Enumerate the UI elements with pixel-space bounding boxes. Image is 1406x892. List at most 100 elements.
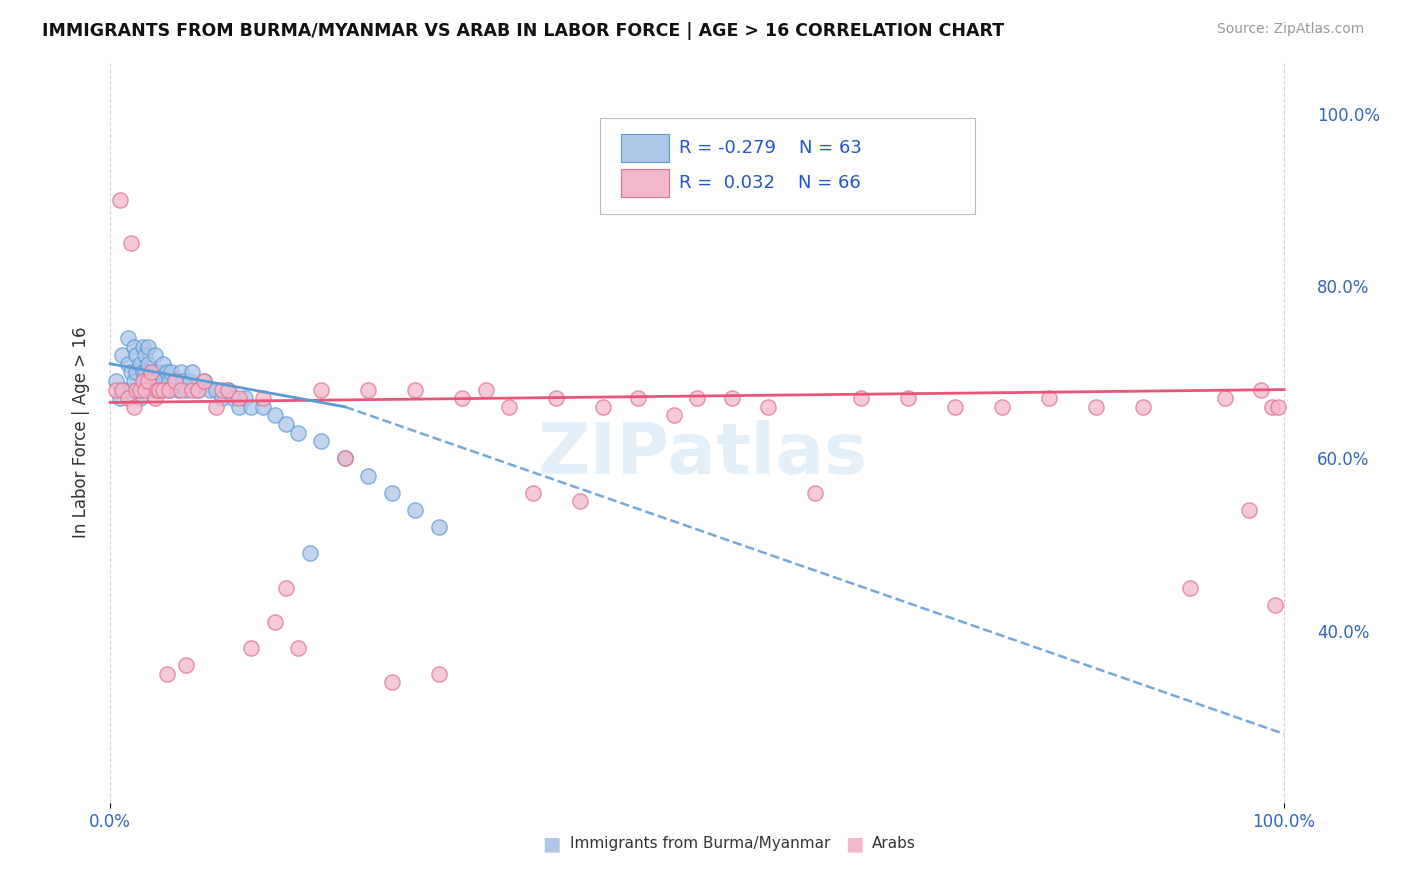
Point: [169, 365, 191, 379]
Point: [756, 400, 779, 414]
Point: [128, 357, 150, 371]
Point: [152, 357, 174, 371]
Point: [112, 383, 135, 397]
Point: [148, 365, 170, 379]
Point: [592, 400, 614, 414]
Point: [357, 383, 380, 397]
FancyBboxPatch shape: [621, 135, 669, 162]
Text: IMMIGRANTS FROM BURMA/MYANMAR VS ARAB IN LABOR FORCE | AGE > 16 CORRELATION CHAR: IMMIGRANTS FROM BURMA/MYANMAR VS ARAB IN…: [42, 22, 1004, 40]
Point: [427, 520, 450, 534]
Point: [157, 374, 180, 388]
Point: [134, 348, 156, 362]
Point: [176, 658, 198, 673]
Point: [233, 391, 256, 405]
Point: [1215, 391, 1237, 405]
Text: ■: ■: [845, 834, 863, 853]
Y-axis label: In Labor Force | Age > 16: In Labor Force | Age > 16: [72, 326, 90, 539]
Point: [240, 400, 263, 414]
FancyBboxPatch shape: [621, 169, 669, 197]
Point: [143, 391, 166, 405]
Point: [105, 374, 128, 388]
Text: R = -0.279    N = 63: R = -0.279 N = 63: [679, 139, 862, 157]
Text: Immigrants from Burma/Myanmar: Immigrants from Burma/Myanmar: [569, 836, 831, 851]
Point: [163, 374, 186, 388]
Point: [181, 383, 204, 397]
Text: ■: ■: [543, 834, 561, 853]
Point: [122, 339, 145, 353]
Point: [945, 400, 967, 414]
Point: [136, 339, 159, 353]
Point: [132, 374, 155, 388]
Point: [125, 348, 148, 362]
Point: [252, 391, 274, 405]
Point: [155, 666, 177, 681]
Point: [204, 383, 226, 397]
Point: [311, 383, 333, 397]
Point: [228, 391, 250, 405]
Point: [404, 383, 426, 397]
Point: [157, 383, 180, 397]
Point: [132, 339, 155, 353]
Text: Arabs: Arabs: [872, 836, 917, 851]
Point: [128, 391, 150, 405]
Point: [125, 365, 148, 379]
Point: [122, 374, 145, 388]
Point: [193, 374, 215, 388]
Point: [204, 400, 226, 414]
Point: [108, 391, 131, 405]
Point: [522, 486, 544, 500]
Point: [721, 391, 744, 405]
Point: [120, 236, 142, 251]
Point: [1267, 400, 1289, 414]
Point: [187, 383, 209, 397]
Point: [179, 374, 201, 388]
Point: [155, 365, 177, 379]
Point: [187, 383, 209, 397]
Point: [146, 383, 169, 397]
Point: [152, 374, 174, 388]
Text: Source: ZipAtlas.com: Source: ZipAtlas.com: [1216, 22, 1364, 37]
Point: [311, 434, 333, 449]
Point: [111, 383, 134, 397]
Point: [120, 383, 142, 397]
Point: [193, 374, 215, 388]
Point: [217, 383, 239, 397]
Point: [240, 640, 263, 655]
Point: [803, 486, 825, 500]
Point: [134, 374, 156, 388]
Point: [141, 365, 163, 379]
Point: [1180, 581, 1202, 595]
Point: [141, 365, 163, 379]
Point: [146, 374, 169, 388]
Point: [134, 383, 156, 397]
Point: [298, 546, 321, 560]
Point: [686, 391, 709, 405]
Point: [276, 417, 298, 431]
Text: ZIPatlas: ZIPatlas: [538, 420, 868, 490]
Point: [263, 615, 285, 629]
Point: [105, 383, 128, 397]
Point: [172, 374, 194, 388]
Point: [128, 383, 150, 397]
Point: [897, 391, 920, 405]
Point: [222, 391, 245, 405]
Point: [141, 383, 163, 397]
Point: [228, 400, 250, 414]
Point: [1237, 503, 1260, 517]
Point: [160, 365, 183, 379]
Point: [117, 331, 139, 345]
Point: [1261, 400, 1284, 414]
Point: [125, 383, 148, 397]
Point: [163, 374, 186, 388]
Point: [475, 383, 498, 397]
Point: [111, 348, 134, 362]
Point: [169, 383, 191, 397]
Point: [287, 640, 309, 655]
Point: [427, 666, 450, 681]
Point: [381, 675, 404, 690]
Point: [211, 391, 233, 405]
Point: [451, 391, 474, 405]
Point: [143, 348, 166, 362]
Point: [117, 357, 139, 371]
Point: [252, 400, 274, 414]
